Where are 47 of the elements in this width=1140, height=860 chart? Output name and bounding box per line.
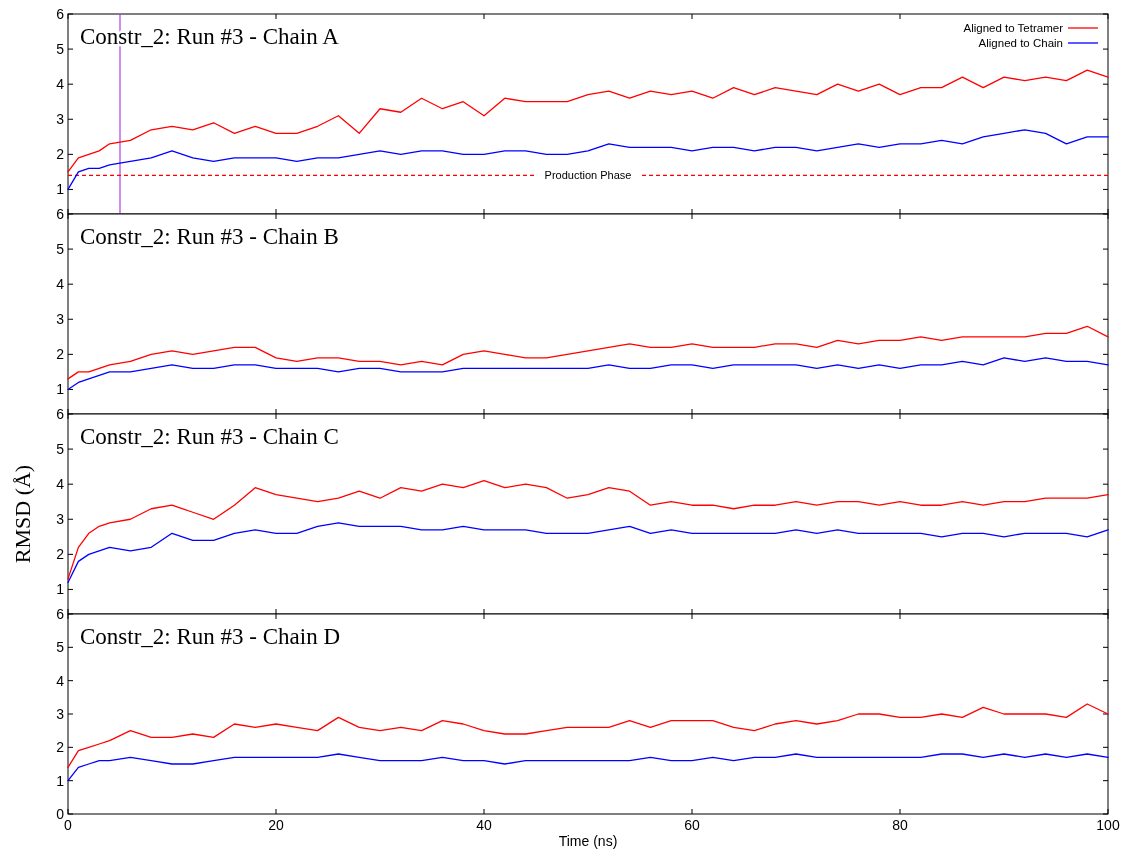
line-series [67,703,1109,768]
y-tick-label: 1 [56,772,65,789]
y-tick-label: 0 [56,805,65,822]
y-tick-label: 6 [56,405,65,422]
y-tick-label: 2 [56,146,65,163]
y-tick-label: 5 [56,639,65,656]
y-tick-label: 4 [56,276,65,293]
y-tick-label: 3 [56,705,65,722]
y-tick-label: 6 [56,605,65,622]
y-tick-label: 4 [56,76,65,93]
x-tick-label: 40 [476,817,492,833]
chart-title: Constr_2: Run #3 - Chain C [80,424,339,449]
y-tick-label: 3 [56,311,65,328]
y-tick-label: 1 [56,381,65,398]
x-tick-label: 100 [1096,817,1120,833]
x-axis-title: Time (ns) [558,833,618,849]
legend-label: Aligned to Chain [978,37,1063,50]
line-series [67,129,1109,191]
x-tick-label: 60 [684,817,700,833]
x-tick-label: 80 [892,817,908,833]
y-tick-label: 3 [56,511,65,528]
y-tick-label: 6 [56,205,65,222]
x-tick-label: 20 [268,817,284,833]
line-series [67,69,1109,173]
chart-title: Constr_2: Run #3 - Chain B [80,224,339,249]
legend-label: Aligned to Tetramer [963,22,1064,35]
y-tick-label: 6 [56,5,65,22]
chart-title: Constr_2: Run #3 - Chain D [80,624,341,649]
y-tick-label: 3 [56,111,65,128]
y-tick-label: 5 [56,440,65,457]
chart-title: Constr_2: Run #3 - Chain A [80,24,340,49]
y-tick-label: 2 [56,346,65,363]
y-tick-label: 2 [56,739,65,756]
line-series [67,480,1109,580]
y-tick-label: 1 [56,181,65,198]
line-series [67,357,1109,391]
line-series [67,522,1109,584]
y-tick-label: 4 [56,672,65,689]
line-series [67,753,1109,782]
y-tick-label: 1 [56,581,65,598]
line-series [67,325,1109,380]
y-tick-label: 5 [56,40,65,57]
y-tick-label: 5 [56,240,65,257]
y-tick-label: 4 [56,476,65,493]
y-tick-label: 2 [56,546,65,563]
y-axis-title: RMSD (Å) [10,464,35,564]
ref-line-label: Production Phase [544,169,632,182]
